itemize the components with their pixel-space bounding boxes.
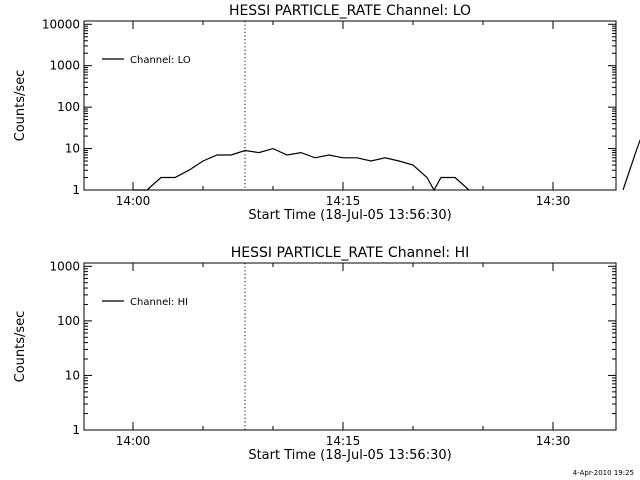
- x-tick-label: 14:00: [116, 434, 151, 448]
- x-tick-label: 14:00: [116, 194, 151, 208]
- y-axis-label: Counts/sec: [13, 70, 28, 142]
- chart-title-2: HESSI PARTICLE_RATE Channel: HI: [231, 245, 469, 261]
- x-axis-label: Start Time (18-Jul-05 13:56:30): [248, 448, 451, 463]
- plot-frame-2: [83, 262, 617, 431]
- plot-timestamp: 4-Apr-2010 19:25: [572, 469, 634, 477]
- x-tick-label: 14:30: [536, 194, 571, 208]
- y-tick-label: 1: [72, 183, 80, 197]
- x-tick-label: 14:15: [326, 434, 361, 448]
- y-tick-label: 10000: [42, 17, 80, 31]
- y-axis-label: Counts/sec: [13, 311, 28, 383]
- series-line: [622, 138, 640, 191]
- legend-label: Channel: HI: [130, 297, 188, 308]
- x-axis-label: Start Time (18-Jul-05 13:56:30): [248, 208, 451, 223]
- plot-frame-1: [83, 20, 617, 191]
- y-tick-label: 1: [72, 423, 80, 437]
- y-tick-label: 10: [65, 368, 80, 382]
- legend-label: Channel: LO: [130, 55, 191, 66]
- y-tick-label: 1000: [49, 259, 80, 273]
- y-tick-label: 10: [65, 142, 80, 156]
- series-line: [133, 147, 470, 192]
- y-tick-label: 1000: [49, 59, 80, 73]
- x-tick-label: 14:30: [536, 434, 571, 448]
- y-tick-label: 100: [57, 100, 80, 114]
- x-tick-label: 14:15: [326, 194, 361, 208]
- y-tick-label: 100: [57, 314, 80, 328]
- chart-title-1: HESSI PARTICLE_RATE Channel: LO: [229, 3, 471, 19]
